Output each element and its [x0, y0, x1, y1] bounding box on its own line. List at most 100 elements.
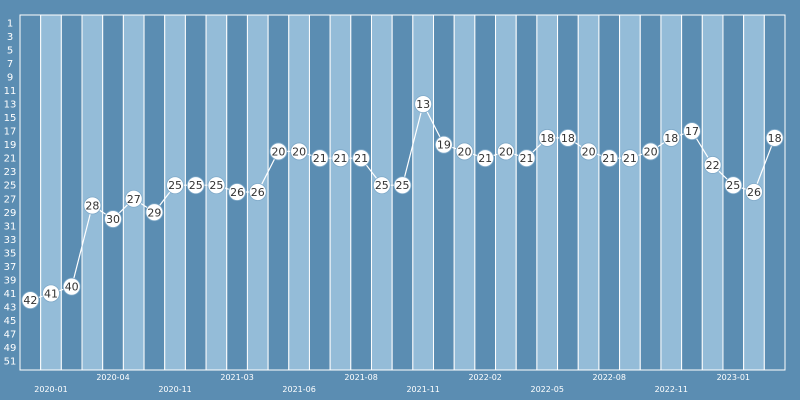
data-point: 21: [600, 149, 619, 168]
data-point-marker: [104, 210, 122, 228]
data-label: 25: [375, 179, 389, 192]
column-band: [598, 14, 621, 371]
column-band: [619, 14, 641, 371]
column-band: [639, 14, 662, 371]
data-point: 28: [83, 196, 102, 215]
data-point-marker: [641, 142, 660, 161]
data-label: 42: [23, 294, 37, 307]
column-band: [81, 14, 104, 371]
data-point-marker: [455, 142, 474, 161]
data-label: 26: [747, 186, 761, 199]
x-tick-label: 2020-11: [158, 385, 191, 394]
data-label: 25: [209, 179, 223, 192]
data-point: 13: [414, 95, 433, 114]
data-point-marker: [393, 176, 412, 195]
column-band: [577, 14, 600, 371]
data-point: 21: [476, 149, 495, 168]
data-label: 40: [65, 281, 79, 294]
y-tick-label: 33: [4, 235, 17, 246]
data-label: 21: [313, 152, 327, 165]
data-point: 26: [228, 183, 246, 201]
data-point: 21: [352, 149, 371, 168]
y-tick-label: 19: [4, 140, 17, 151]
data-point-marker: [372, 176, 391, 195]
data-point: 17: [683, 122, 701, 141]
data-point: 41: [42, 284, 60, 303]
column-band: [288, 14, 310, 371]
data-point-marker: [621, 149, 639, 168]
data-label: 21: [478, 152, 492, 165]
data-point-marker: [683, 122, 701, 141]
data-point-marker: [517, 149, 536, 168]
data-label: 18: [768, 132, 782, 145]
column-band: [474, 14, 497, 371]
data-label: 30: [106, 213, 120, 226]
x-tick-label: 2023-01: [717, 373, 750, 382]
data-label: 20: [292, 145, 306, 158]
x-tick-label: 2021-08: [344, 373, 377, 382]
data-label: 25: [189, 179, 203, 192]
y-tick-label: 29: [4, 208, 17, 219]
data-point: 20: [455, 142, 474, 161]
data-point-marker: [331, 149, 350, 168]
data-point: 18: [559, 129, 577, 147]
x-tick-label: 2020-04: [96, 373, 129, 382]
data-label: 25: [726, 179, 740, 192]
data-point: 30: [104, 210, 122, 228]
data-points: 42 41 40 28 30 27 29 25 25 25 26 26 20 20 21 21 21 25 25 13…: [21, 95, 784, 310]
data-point-marker: [703, 156, 722, 174]
data-point-marker: [42, 284, 60, 303]
column-band: [60, 14, 83, 371]
data-point: 19: [434, 135, 453, 154]
x-axis: 2020-01 2020-04 2020-11 2021-03 2021-06 2021-…: [34, 373, 750, 394]
column-band: [40, 14, 62, 371]
data-label: 20: [644, 145, 658, 158]
data-point: 18: [538, 129, 557, 147]
data-point: 42: [21, 291, 40, 310]
y-tick-label: 35: [4, 248, 17, 259]
data-point-marker: [352, 149, 371, 168]
data-label: 21: [354, 152, 368, 165]
data-point-marker: [186, 176, 205, 195]
y-tick-label: 7: [7, 59, 13, 70]
data-point-marker: [310, 149, 329, 168]
data-label: 13: [416, 98, 430, 111]
data-label: 25: [168, 179, 182, 192]
data-label: 21: [520, 152, 534, 165]
data-point-marker: [496, 142, 515, 161]
data-point-marker: [145, 203, 164, 222]
data-point-marker: [62, 277, 81, 296]
y-tick-label: 27: [4, 194, 17, 205]
y-tick-label: 17: [4, 127, 17, 138]
y-tick-label: 5: [7, 46, 13, 57]
data-point: 20: [641, 142, 660, 161]
y-tick-label: 37: [4, 262, 17, 273]
y-tick-label: 41: [4, 289, 17, 300]
column-band: [660, 14, 683, 371]
data-point: 20: [496, 142, 515, 161]
column-band: [433, 14, 455, 371]
data-point: 26: [248, 183, 267, 201]
y-tick-label: 51: [4, 357, 17, 368]
column-band: [536, 14, 559, 371]
data-point-marker: [745, 183, 763, 201]
data-point-marker: [724, 176, 743, 195]
data-point-marker: [662, 129, 681, 147]
y-tick-label: 45: [4, 316, 17, 327]
column-band: [412, 14, 435, 371]
data-point-marker: [83, 196, 102, 215]
data-point: 40: [62, 277, 81, 296]
data-label: 21: [623, 152, 637, 165]
y-tick-label: 21: [4, 154, 17, 165]
data-point: 21: [621, 149, 639, 168]
data-point: 21: [517, 149, 536, 168]
y-tick-label: 13: [4, 100, 17, 111]
data-point: 25: [186, 176, 205, 195]
data-point-marker: [228, 183, 246, 201]
data-point-marker: [434, 135, 453, 154]
data-point-marker: [476, 149, 495, 168]
y-tick-label: 43: [4, 302, 17, 313]
data-label: 41: [44, 287, 58, 300]
data-label: 17: [685, 125, 699, 138]
data-label: 18: [561, 132, 575, 145]
